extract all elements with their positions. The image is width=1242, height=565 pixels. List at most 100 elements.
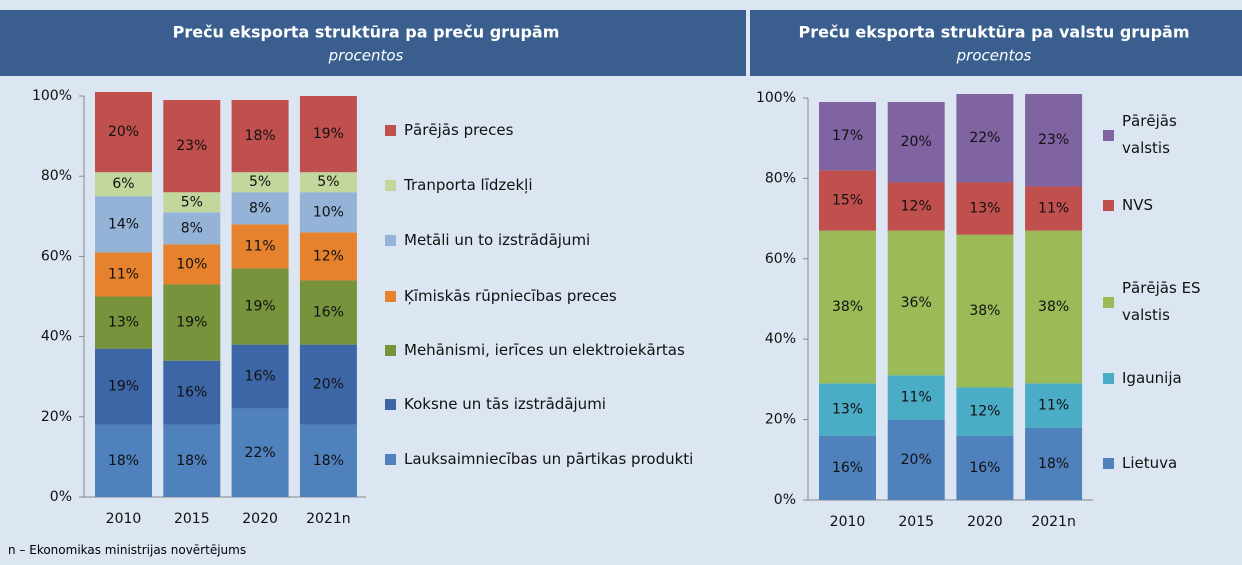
legend-swatch bbox=[385, 453, 396, 465]
data-label: 13% bbox=[108, 315, 139, 331]
legend-swatch bbox=[1103, 129, 1114, 141]
chart-subtitle: procentos bbox=[956, 47, 1032, 65]
bar-segment bbox=[819, 383, 876, 436]
data-label: 8% bbox=[249, 200, 271, 216]
data-label: 16% bbox=[832, 460, 863, 476]
x-tick-label: 2020 bbox=[967, 514, 1003, 530]
x-tick-label: 2020 bbox=[242, 511, 278, 527]
data-label: 13% bbox=[969, 201, 1000, 217]
y-tick-label: 80% bbox=[41, 168, 72, 184]
bar-segment bbox=[299, 344, 357, 425]
bar-segment bbox=[95, 172, 152, 197]
bar-segment bbox=[299, 232, 357, 281]
legend-swatch bbox=[1103, 296, 1114, 308]
legend-label: Lauksaimniecības un pārtikas produkti bbox=[404, 449, 694, 468]
bar-segment bbox=[231, 224, 289, 269]
legend-label: Pārējās preces bbox=[404, 120, 514, 139]
data-label: 16% bbox=[176, 385, 207, 401]
chart-title: Preču eksporta struktūra pa valstu grupā… bbox=[799, 23, 1190, 42]
y-tick-label: 0% bbox=[774, 492, 796, 508]
bar-segment bbox=[1025, 427, 1083, 500]
data-label: 11% bbox=[245, 238, 276, 254]
x-tick-label: 2010 bbox=[830, 514, 866, 530]
data-label: 38% bbox=[832, 299, 863, 315]
y-tick-label: 20% bbox=[41, 409, 72, 425]
data-label: 19% bbox=[313, 126, 344, 142]
data-label: 12% bbox=[901, 199, 932, 215]
bar-segment bbox=[299, 192, 357, 233]
legend-label: Igaunija bbox=[1122, 368, 1182, 387]
data-label: 12% bbox=[969, 404, 1000, 420]
bar-segment bbox=[163, 212, 221, 245]
data-label: 20% bbox=[313, 377, 344, 393]
data-label: 19% bbox=[176, 315, 207, 331]
legend-swatch bbox=[385, 124, 396, 136]
y-tick-label: 80% bbox=[765, 170, 796, 186]
legend-label: Lietuva bbox=[1122, 453, 1178, 472]
legend-swatch bbox=[385, 179, 396, 191]
legend-item: Ķīmiskās rūpniecības preces bbox=[385, 266, 745, 326]
bar-segment bbox=[163, 100, 221, 193]
data-label: 38% bbox=[1038, 299, 1069, 315]
legend-swatch bbox=[385, 234, 396, 246]
legend-label: Tranporta līdzekļi bbox=[404, 175, 533, 194]
bar-segment bbox=[231, 344, 289, 409]
bar-segment bbox=[95, 424, 152, 497]
data-label: 5% bbox=[181, 194, 203, 210]
data-label: 12% bbox=[313, 248, 344, 264]
data-label: 11% bbox=[1038, 398, 1069, 414]
chart-subtitle: procentos bbox=[328, 47, 404, 65]
legend-label: Mehānismi, ierīces un elektroiekārtas bbox=[404, 340, 685, 359]
legend-item: Pārējās valstis bbox=[1103, 105, 1213, 165]
bar-segment bbox=[163, 284, 221, 361]
y-tick-label: 0% bbox=[50, 489, 72, 505]
bar-segment bbox=[231, 100, 289, 173]
y-tick-label: 40% bbox=[765, 331, 796, 347]
legend-item: Igaunija bbox=[1103, 348, 1213, 408]
data-label: 16% bbox=[313, 305, 344, 321]
y-tick-label: 20% bbox=[765, 412, 796, 428]
bar-segment bbox=[887, 230, 945, 376]
x-tick-label: 2015 bbox=[898, 514, 934, 530]
bar-segment bbox=[887, 419, 945, 500]
legend-item: Tranporta līdzekļi bbox=[385, 155, 745, 215]
x-tick-label: 2015 bbox=[174, 511, 210, 527]
data-label: 36% bbox=[901, 295, 932, 311]
bar-segment bbox=[956, 182, 1014, 235]
bar-segment bbox=[95, 296, 152, 349]
bar-segment bbox=[956, 93, 1014, 183]
bar-segment bbox=[819, 230, 876, 384]
data-label: 13% bbox=[832, 402, 863, 418]
legend-item: Metāli un to izstrādājumi bbox=[385, 210, 745, 270]
legend-swatch bbox=[1103, 457, 1114, 469]
legend-label: Pārējās ES valstis bbox=[1122, 279, 1201, 324]
bar-segment bbox=[956, 435, 1014, 500]
bar-segment bbox=[1025, 93, 1083, 187]
y-tick-label: 60% bbox=[41, 248, 72, 264]
data-label: 14% bbox=[108, 216, 139, 232]
bar-segment bbox=[231, 192, 289, 225]
bar-segment bbox=[299, 280, 357, 345]
legend-item: Pārējās preces bbox=[385, 100, 745, 160]
data-label: 38% bbox=[969, 303, 1000, 319]
bar-segment bbox=[95, 252, 152, 297]
data-label: 18% bbox=[313, 453, 344, 469]
legend-label: Pārējās valstis bbox=[1122, 112, 1177, 157]
bar-segment bbox=[887, 102, 945, 183]
legend-swatch bbox=[385, 290, 396, 302]
bar-segment bbox=[163, 244, 221, 285]
data-label: 18% bbox=[1038, 456, 1069, 472]
data-label: 8% bbox=[181, 220, 203, 236]
legend-swatch bbox=[1103, 199, 1114, 211]
data-label: 11% bbox=[901, 389, 932, 405]
bar-segment bbox=[95, 91, 152, 173]
data-label: 15% bbox=[832, 193, 863, 209]
data-label: 19% bbox=[245, 299, 276, 315]
bar-segment bbox=[299, 424, 357, 497]
data-label: 22% bbox=[245, 445, 276, 461]
bar-segment bbox=[95, 196, 152, 253]
bar-segment bbox=[299, 172, 357, 193]
footnote: n – Ekonomikas ministrijas novērtējums bbox=[8, 543, 247, 557]
